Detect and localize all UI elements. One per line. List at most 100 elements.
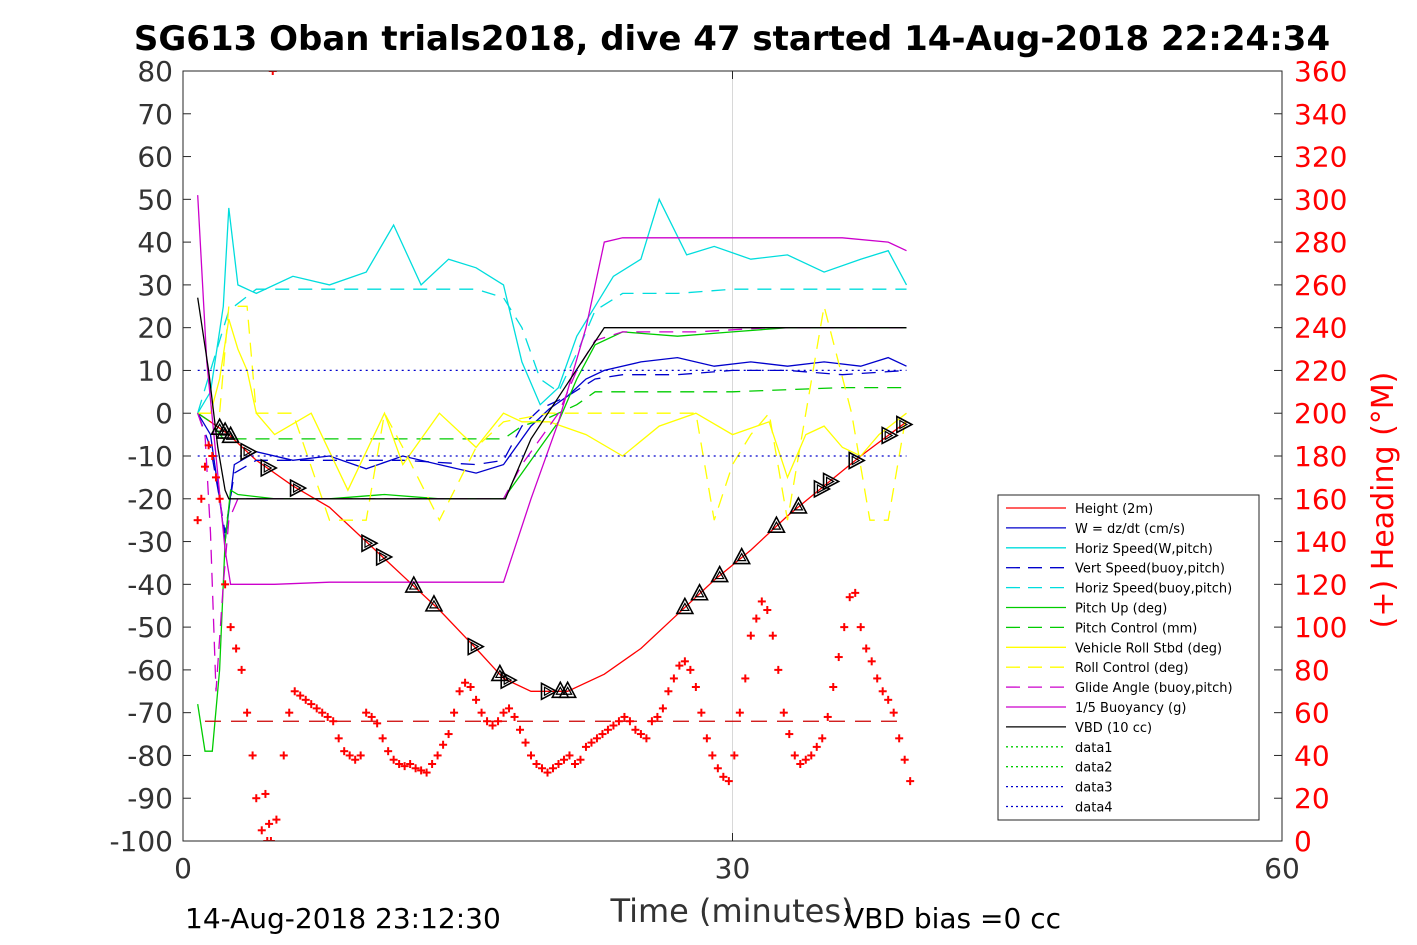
heading-marker [499,708,508,717]
up-triangle-marker [558,680,577,699]
y2-tick-label: 100 [1294,611,1347,644]
heading-marker [527,751,536,760]
legend-label-9: Glide Angle (buoy,pitch) [1075,681,1233,696]
y2-tick-label: 60 [1294,697,1330,730]
heading-marker [675,661,684,670]
right-triangle-marker [500,670,518,690]
heading-marker [702,734,711,743]
heading-marker [351,755,360,764]
heading-marker [642,734,651,743]
heading-marker [576,755,585,764]
series-line-2 [197,197,908,414]
legend-label-6: Pitch Control (mm) [1075,621,1197,636]
heading-marker [587,738,596,747]
heading-marker [647,717,656,726]
heading-marker [395,760,404,768]
y-tick-label: -100 [109,825,173,858]
heading-marker [266,837,275,841]
y2-tick-label: 300 [1294,183,1347,216]
y-tick-label: -10 [127,440,173,473]
heading-marker [768,631,777,640]
up-triangle-marker [767,515,786,533]
heading-marker [735,708,744,717]
x-tick-label: 30 [715,852,751,885]
heading-marker [488,721,497,730]
heading-marker [334,734,343,743]
heading-marker [713,764,722,773]
heading-marker [301,695,310,704]
heading-marker [252,794,261,803]
y-tick-label: -80 [127,739,173,772]
right-triangle-marker [813,479,832,499]
heading-marker [570,760,579,768]
y-tick-label: 30 [137,269,173,302]
up-triangle-marker [675,596,695,615]
heading-marker [268,71,277,75]
legend-label-15: data4 [1075,801,1113,816]
series-line-11 [197,297,907,500]
heading-marker [477,708,486,717]
heading-marker [609,721,618,730]
heading-marker [472,695,481,704]
heading-marker [774,665,783,674]
heading-marker [906,777,915,786]
up-triangle-marker [424,594,444,612]
y2-tick-label: 200 [1294,397,1347,430]
right-triangle-marker [540,681,559,701]
heading-marker [422,768,431,777]
heading-marker [669,674,678,683]
legend-label-2: Horiz Speed(W,pitch) [1075,542,1213,557]
legend-label-10: 1/5 Buoyancy (g) [1075,701,1186,716]
heading-marker [763,606,772,614]
legend-label-5: Pitch Up (deg) [1075,602,1167,617]
heading-marker [873,674,882,683]
heading-markers [193,71,915,841]
heading-marker [719,772,728,781]
heading-marker [384,747,393,756]
x-tick-label: 60 [1264,852,1300,885]
heading-marker [433,751,442,760]
y-tick-label: -50 [127,611,173,644]
heading-marker [658,704,667,713]
y2-tick-label: 360 [1294,55,1347,88]
series-line-0 [197,412,907,692]
legend-label-11: VBD (10 cc) [1075,721,1152,736]
heading-marker [790,751,799,760]
series-line-6 [197,386,907,440]
heading-marker [510,712,519,721]
heading-marker [400,762,409,771]
heading-marker [494,717,503,726]
heading-marker [636,730,645,739]
heading-marker [631,725,640,734]
heading-marker [466,683,475,691]
y-tick-label: 40 [137,226,173,259]
triangle-markers [210,415,914,701]
legend-label-14: data3 [1075,781,1113,796]
up-triangle-marker [789,496,808,514]
legend-box [997,494,1260,821]
y2-tick-label: 280 [1294,226,1347,259]
legend-label-7: Vehicle Roll Stbd (deg) [1075,641,1222,656]
y2-tick-label: 0 [1294,825,1312,858]
heading-marker [895,734,904,743]
heading-marker [215,494,224,503]
heading-marker [730,751,739,760]
heading-marker [204,441,213,450]
heading-marker [439,740,448,749]
heading-marker [340,747,349,756]
series-line-7 [197,318,907,492]
heading-marker [323,712,332,721]
series-line-4 [197,288,907,414]
heading-marker [257,826,266,835]
y-tick-label: 80 [137,55,173,88]
heading-marker [221,580,230,589]
heading-marker [603,725,612,734]
y2-tick-label: 80 [1294,654,1330,687]
right-triangle-marker [240,442,258,462]
heading-marker [265,819,274,828]
heading-marker [653,712,662,721]
legend: Height (2m) W = dz/dt (cm/s) Horiz Speed(W… [997,494,1260,821]
heading-marker [812,742,821,751]
heading-marker [708,751,717,760]
